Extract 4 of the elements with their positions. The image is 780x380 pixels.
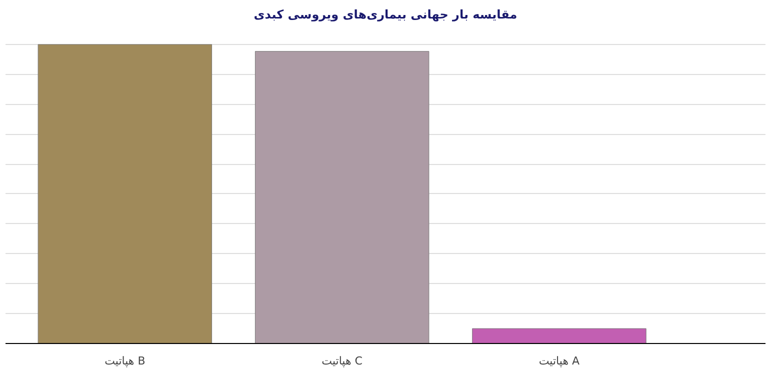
x-tick-label: هپاتیت B (104, 354, 146, 368)
chart-title: مقایسه بار جهانی بیماری‌های ویروسی کبدی (254, 8, 518, 22)
x-tick-label: هپاتیت C (322, 354, 363, 368)
x-tick-label: هپاتیت A (538, 354, 580, 368)
